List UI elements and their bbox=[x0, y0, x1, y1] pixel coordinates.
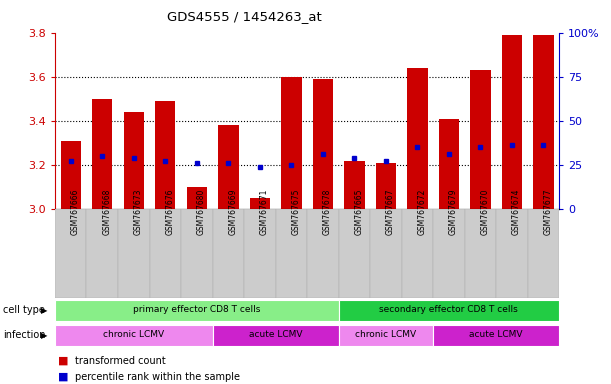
Text: GSM767669: GSM767669 bbox=[229, 189, 237, 235]
Text: GSM767671: GSM767671 bbox=[260, 189, 269, 235]
Bar bbox=[338, 209, 370, 298]
Text: ■: ■ bbox=[58, 372, 68, 382]
Bar bbox=[186, 187, 207, 209]
Text: GDS4555 / 1454263_at: GDS4555 / 1454263_at bbox=[167, 10, 322, 23]
Bar bbox=[533, 35, 554, 209]
Bar bbox=[213, 209, 244, 298]
Text: ▶: ▶ bbox=[42, 331, 48, 340]
Text: GSM767670: GSM767670 bbox=[480, 189, 489, 235]
Text: percentile rank within the sample: percentile rank within the sample bbox=[75, 372, 240, 382]
Bar bbox=[338, 324, 433, 346]
Text: secondary effector CD8 T cells: secondary effector CD8 T cells bbox=[379, 306, 518, 314]
Text: transformed count: transformed count bbox=[75, 356, 166, 366]
Bar bbox=[307, 209, 338, 298]
Text: cell type: cell type bbox=[3, 305, 45, 316]
Text: GSM767668: GSM767668 bbox=[102, 189, 111, 235]
Text: GSM767672: GSM767672 bbox=[417, 189, 426, 235]
Text: primary effector CD8 T cells: primary effector CD8 T cells bbox=[133, 306, 260, 314]
Bar bbox=[370, 209, 401, 298]
Text: infection: infection bbox=[3, 330, 46, 341]
Bar bbox=[407, 68, 428, 209]
Bar bbox=[218, 126, 238, 209]
Bar bbox=[155, 101, 175, 209]
Text: chronic LCMV: chronic LCMV bbox=[103, 331, 164, 339]
Bar bbox=[181, 209, 213, 298]
Bar bbox=[496, 209, 527, 298]
Text: GSM767666: GSM767666 bbox=[71, 189, 80, 235]
Bar bbox=[433, 209, 464, 298]
Bar bbox=[502, 35, 522, 209]
Bar bbox=[464, 209, 496, 298]
Text: GSM767665: GSM767665 bbox=[354, 189, 364, 235]
Bar bbox=[433, 324, 559, 346]
Text: GSM767677: GSM767677 bbox=[543, 189, 552, 235]
Text: GSM767676: GSM767676 bbox=[165, 189, 174, 235]
Bar bbox=[344, 161, 365, 209]
Text: GSM767678: GSM767678 bbox=[323, 189, 332, 235]
Bar bbox=[439, 119, 459, 209]
Bar bbox=[150, 209, 181, 298]
Text: GSM767667: GSM767667 bbox=[386, 189, 395, 235]
Text: GSM767680: GSM767680 bbox=[197, 189, 206, 235]
Bar bbox=[249, 198, 270, 209]
Text: GSM767679: GSM767679 bbox=[449, 189, 458, 235]
Bar bbox=[276, 209, 307, 298]
Bar bbox=[118, 209, 150, 298]
Text: acute LCMV: acute LCMV bbox=[469, 331, 523, 339]
Bar bbox=[213, 324, 338, 346]
Text: GSM767673: GSM767673 bbox=[134, 189, 143, 235]
Bar bbox=[470, 70, 491, 209]
Bar bbox=[376, 163, 396, 209]
Text: acute LCMV: acute LCMV bbox=[249, 331, 302, 339]
Text: chronic LCMV: chronic LCMV bbox=[355, 331, 416, 339]
Bar bbox=[55, 300, 338, 321]
Bar bbox=[401, 209, 433, 298]
Bar bbox=[123, 112, 144, 209]
Text: ■: ■ bbox=[58, 356, 68, 366]
Bar bbox=[527, 209, 559, 298]
Bar bbox=[87, 209, 118, 298]
Text: GSM767674: GSM767674 bbox=[512, 189, 521, 235]
Bar bbox=[244, 209, 276, 298]
Text: GSM767675: GSM767675 bbox=[291, 189, 300, 235]
Bar bbox=[55, 324, 213, 346]
Text: ▶: ▶ bbox=[42, 306, 48, 315]
Bar bbox=[92, 99, 112, 209]
Bar bbox=[281, 77, 301, 209]
Bar bbox=[60, 141, 81, 209]
Bar bbox=[313, 79, 333, 209]
Bar bbox=[55, 209, 87, 298]
Bar bbox=[338, 300, 559, 321]
